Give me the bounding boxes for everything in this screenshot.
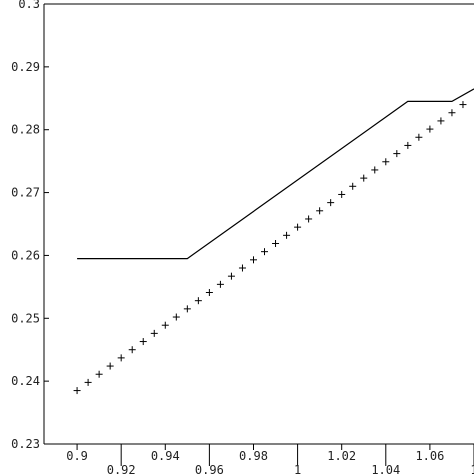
data-point-plus xyxy=(382,158,390,166)
data-point-plus xyxy=(294,223,302,231)
data-point-plus xyxy=(161,321,169,329)
data-point-plus xyxy=(327,199,335,207)
x-axis-ticks: 0.9 0.92 0.94 0.96 0.98 1 1.02 1.04 1.06 1 xyxy=(66,444,474,474)
x-tick-label: 0.96 xyxy=(195,463,224,474)
x-tick-label: 0.94 xyxy=(151,449,180,463)
data-point-plus xyxy=(183,305,191,313)
data-point-plus xyxy=(349,182,357,190)
series-line xyxy=(77,88,474,260)
data-point-plus xyxy=(426,125,434,133)
x-tick-label: 1 xyxy=(470,463,474,474)
axes xyxy=(43,3,474,445)
x-tick-label: 0.98 xyxy=(239,449,268,463)
y-tick-label: 0.27 xyxy=(11,186,40,200)
data-point-plus xyxy=(216,280,224,288)
x-tick-label: 1.06 xyxy=(415,449,444,463)
data-point-plus xyxy=(459,101,467,109)
y-tick-label: 0.28 xyxy=(11,123,40,137)
series-layer xyxy=(73,88,474,395)
data-point-plus xyxy=(194,297,202,305)
x-tick-label: 0.9 xyxy=(66,449,88,463)
data-point-plus xyxy=(393,150,401,158)
data-point-plus xyxy=(338,190,346,198)
data-point-plus xyxy=(172,313,180,321)
data-point-plus xyxy=(283,231,291,239)
data-point-plus xyxy=(227,272,235,280)
data-point-plus xyxy=(249,256,257,264)
data-point-plus xyxy=(117,354,125,362)
x-tick-label: 1 xyxy=(294,463,301,474)
data-point-plus xyxy=(261,248,269,256)
y-tick-label: 0.25 xyxy=(11,311,40,325)
data-point-plus xyxy=(437,117,445,125)
y-tick-label: 0.29 xyxy=(11,60,40,74)
data-point-plus xyxy=(316,207,324,215)
series-markers xyxy=(73,101,467,395)
y-tick-label: 0.24 xyxy=(11,374,40,388)
y-tick-label: 0.3 xyxy=(18,0,40,11)
data-point-plus xyxy=(205,289,213,297)
data-point-plus xyxy=(272,239,280,247)
data-point-plus xyxy=(238,264,246,272)
data-point-plus xyxy=(84,378,92,386)
y-axis-ticks: 0.23 0.24 0.25 0.26 0.27 0.28 0.29 0.3 xyxy=(11,0,49,451)
x-tick-label: 0.92 xyxy=(107,463,136,474)
data-point-plus xyxy=(73,387,81,395)
data-point-plus xyxy=(95,370,103,378)
data-point-plus xyxy=(128,346,136,354)
data-point-plus xyxy=(415,133,423,141)
y-tick-label: 0.26 xyxy=(11,248,40,262)
data-point-plus xyxy=(305,215,313,223)
data-point-plus xyxy=(360,174,368,182)
x-tick-label: 1.02 xyxy=(327,449,356,463)
x-tick-label: 1.04 xyxy=(371,463,400,474)
data-point-plus xyxy=(371,166,379,174)
data-point-plus xyxy=(404,141,412,149)
data-point-plus xyxy=(448,109,456,117)
data-point-plus xyxy=(150,329,158,337)
data-point-plus xyxy=(139,338,147,346)
data-point-plus xyxy=(106,362,114,370)
y-tick-label: 0.23 xyxy=(11,437,40,451)
